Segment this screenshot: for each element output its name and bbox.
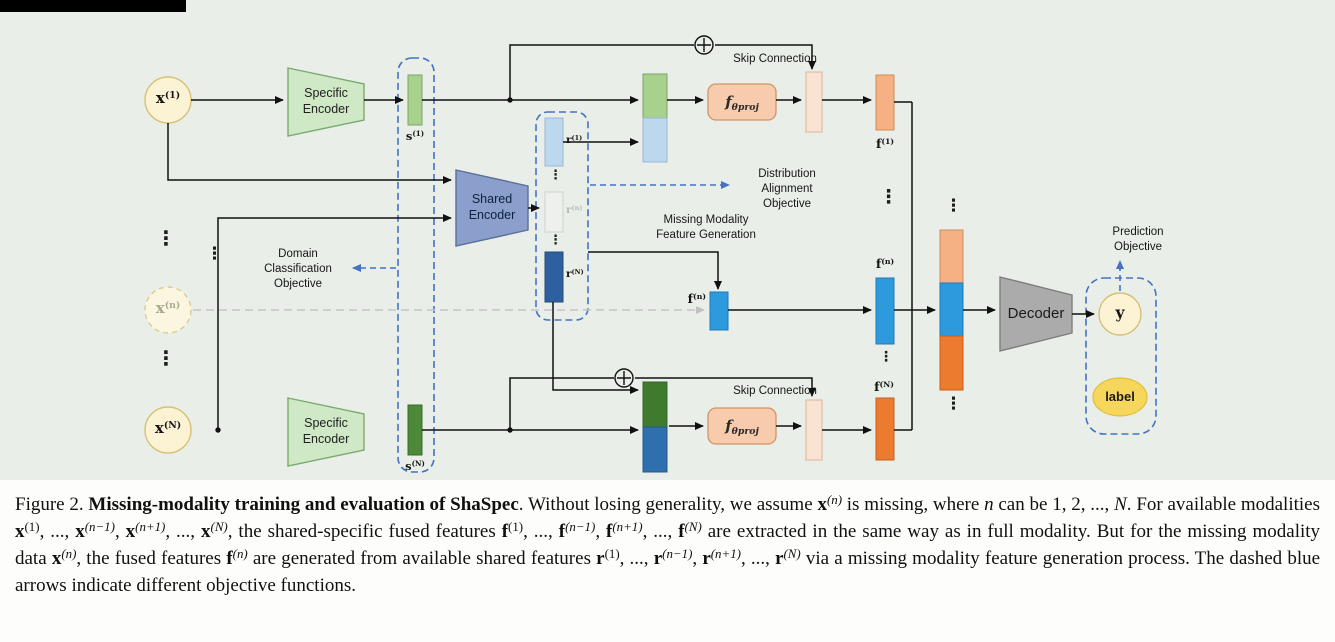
plus-circle-icon-top [694, 35, 714, 55]
specific-encoder-top-label: Specific Encoder [302, 86, 350, 116]
xN-label: x(N) [154, 419, 182, 437]
fN-fused-bar [875, 397, 895, 461]
fused-stack-middle [939, 282, 964, 337]
label-text: label [1105, 389, 1135, 404]
arrow-feature-generation-to-fn [588, 251, 722, 290]
shared-encoder-shape [455, 169, 529, 247]
f1-fused-bar [875, 74, 895, 131]
vdots-f-top: ⋮ [879, 186, 898, 208]
concat-top-shared-part [642, 117, 668, 163]
concat-top-specific-part [642, 73, 668, 119]
fused-stack-top [939, 229, 964, 284]
architecture-diagram [144, 35, 1157, 473]
concat-bottom-shared-part [642, 426, 668, 473]
specific-encoder-bottom-shape [287, 397, 365, 467]
proj-bottom-label: fθproj [725, 417, 759, 437]
specific-encoder-bottom-label: Specific Encoder [302, 416, 350, 446]
vdots-x-top: ⋮ [156, 226, 176, 250]
sN-label: s(N) [405, 459, 425, 473]
arrow-rN-to-concat [552, 302, 639, 394]
fused-stack-bottom [939, 335, 964, 391]
vdots-x-bottom: ⋮ [156, 346, 176, 370]
figure-caption-text: Figure 2. Missing-modality training and … [15, 491, 1321, 596]
vdots-r-bottom: ⋮ [549, 233, 562, 248]
fn-fused-bar-column [875, 277, 895, 345]
top-left-black-bar [0, 0, 186, 12]
domain-classification-objective-label: Domain Classification Objective [264, 248, 332, 290]
specific-encoder-top-shape [287, 67, 365, 137]
proj-output-bar-top [805, 71, 823, 133]
shared-encoder-label: Shared Encoder [468, 192, 516, 222]
fN-label: f(N) [874, 379, 894, 394]
fn-generated-bar [709, 291, 729, 331]
skip-connection-bottom-label: Skip Connection [733, 385, 817, 397]
vdots-f-bottom: ⋮ [879, 349, 893, 365]
arrow-x1-to-shared-encoder [167, 123, 452, 184]
distribution-alignment-objective-label: Distribution Alignment Objective [758, 168, 816, 210]
f1-label: f(1) [875, 136, 895, 151]
junction-dot-top [507, 97, 513, 103]
x1-label: x(1) [155, 89, 181, 107]
decoder-label: Decoder [1007, 305, 1065, 322]
missing-modality-feature-generation-label: Missing Modality Feature Generation [656, 214, 756, 241]
arrow-xN-to-shared-encoder [217, 214, 452, 430]
proj-top-label: fθproj [725, 93, 759, 113]
figure-caption: Figure 2. Missing-modality training and … [0, 480, 1335, 642]
label-node [1092, 377, 1148, 417]
rN-label: r(N) [566, 267, 584, 280]
fn-generated-label: f(n) [687, 291, 706, 306]
plus-circle-icon-bottom [614, 368, 634, 388]
prediction-y-node [1098, 292, 1142, 336]
vdots-fused-bottom: ⋮ [945, 394, 962, 414]
r1-feature-bar [544, 117, 564, 167]
skip-line-bottom-left [509, 377, 614, 430]
rn-missing-feature-bar [544, 191, 564, 233]
vdots-shared-inputs: ⋮ [206, 244, 223, 264]
shared-features-dashed-container [535, 111, 589, 321]
proj-box-top [707, 83, 777, 121]
y-output-label: y [1115, 303, 1125, 322]
rN-feature-bar [544, 251, 564, 303]
xn-label: x(n) [155, 299, 181, 317]
fn-column-label: f(n) [875, 256, 895, 271]
skip-connection-top-label: Skip Connection [733, 53, 817, 65]
prediction-objective-label: Prediction Objective [1112, 226, 1164, 253]
skip-line-top-right [715, 44, 816, 70]
s1-label: s(1) [405, 129, 425, 143]
input-xN-node [144, 406, 192, 454]
vdots-r-top: ⋮ [549, 168, 562, 183]
vdots-fused-top: ⋮ [945, 196, 962, 216]
specific-features-dashed-container [397, 57, 435, 473]
skip-line-bottom-right [635, 377, 816, 397]
s1-feature-bar [407, 74, 423, 126]
junction-dot-xN [215, 427, 221, 433]
concat-bottom-specific-part [642, 381, 668, 428]
decoder-shape [999, 276, 1073, 352]
rn-label: r(n) [566, 203, 583, 216]
skip-line-top-left [509, 44, 694, 100]
input-xn-missing-node [144, 286, 192, 334]
r1-label: r(1) [566, 133, 583, 146]
junction-dot-bottom [507, 427, 513, 433]
proj-output-bar-bottom [805, 399, 823, 461]
sN-feature-bar [407, 404, 423, 456]
prediction-dashed-container [1085, 277, 1157, 435]
